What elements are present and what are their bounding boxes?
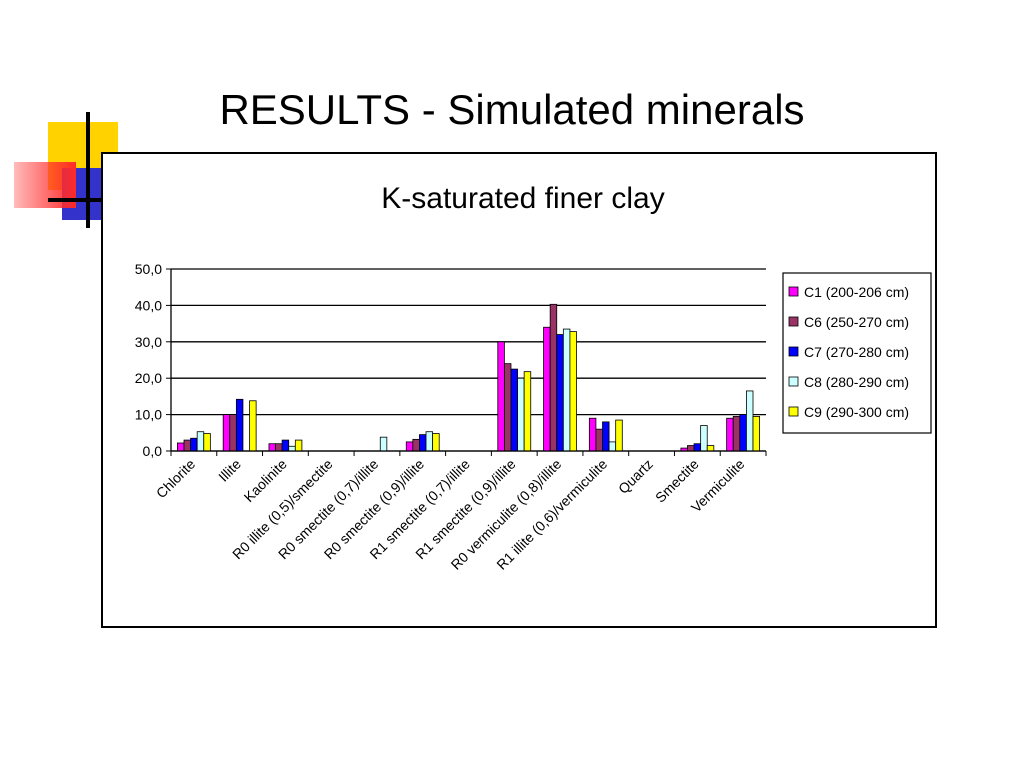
bar [569, 331, 577, 452]
grid-layer [171, 268, 766, 452]
chart-svg: K-saturated finer clay 0,0 10,0 20,0 30,0 40… [135, 182, 932, 573]
bar [183, 439, 191, 452]
bar [294, 439, 303, 452]
decor-horizontal-line [48, 198, 104, 202]
bar [222, 414, 231, 452]
bar [562, 328, 571, 452]
bar [726, 417, 734, 452]
bar [419, 434, 427, 452]
bar [177, 442, 185, 452]
bar [739, 414, 747, 452]
bar [379, 436, 388, 452]
bar [196, 431, 205, 452]
legend-swatch [788, 376, 799, 387]
x-tick-label: Chlorite [153, 456, 199, 502]
bar [281, 439, 290, 452]
bar [190, 437, 198, 452]
chart-frame: K-saturated finer clay 0,0 10,0 20,0 30,0 40… [101, 152, 937, 628]
bar [268, 443, 276, 452]
legend-swatch [788, 346, 799, 357]
y-tick-label: 20,0 [135, 370, 162, 386]
bar [556, 334, 564, 452]
bar [203, 433, 211, 452]
bar [523, 371, 532, 452]
bar [425, 431, 434, 452]
bar-layer [177, 303, 760, 452]
bar [746, 390, 754, 452]
legend-box [782, 272, 932, 434]
bar [706, 445, 715, 452]
legend: C1 (200-206 cm) C6 (250-270 cm) C7 (270-28… [782, 272, 932, 434]
bar [229, 414, 237, 452]
bar [503, 363, 512, 452]
x-tick-label: Illite [215, 456, 244, 485]
y-tick-label: 0,0 [143, 443, 163, 459]
y-tick-label: 30,0 [135, 334, 162, 350]
bar [752, 416, 760, 452]
legend-label: C6 (250-270 cm) [804, 314, 909, 330]
bar [432, 433, 440, 452]
legend-swatch [788, 316, 799, 327]
bar [412, 438, 420, 452]
bar [687, 445, 695, 452]
bar [602, 421, 610, 452]
legend-label: C8 (280-290 cm) [804, 374, 909, 390]
slide-title: RESULTS - Simulated minerals [219, 86, 805, 133]
bar [700, 425, 708, 452]
bar [588, 417, 597, 452]
bar [615, 419, 623, 452]
bar [517, 377, 525, 452]
y-tick-label: 50,0 [135, 261, 162, 277]
bar [275, 443, 283, 452]
x-tick-label: Quartz [615, 456, 656, 497]
bar [549, 303, 558, 452]
bar [235, 398, 244, 452]
bar [497, 341, 505, 452]
legend-label: C9 (290-300 cm) [804, 404, 909, 420]
chart-title: K-saturated finer clay [381, 182, 664, 215]
y-tick-label: 40,0 [135, 297, 162, 313]
bar [543, 326, 551, 452]
legend-label: C7 (270-280 cm) [804, 344, 909, 360]
legend-label: C1 (200-206 cm) [804, 284, 909, 300]
bar [732, 416, 741, 452]
bar [288, 445, 296, 452]
bar [693, 443, 702, 452]
decor-vertical-line [86, 112, 90, 228]
legend-swatch [788, 286, 799, 297]
bar [405, 441, 414, 452]
bar [249, 400, 257, 452]
bar [608, 441, 617, 452]
legend-swatch [788, 406, 799, 417]
y-tick-label: 10,0 [135, 407, 162, 423]
bar [510, 368, 518, 452]
bar [595, 428, 603, 452]
